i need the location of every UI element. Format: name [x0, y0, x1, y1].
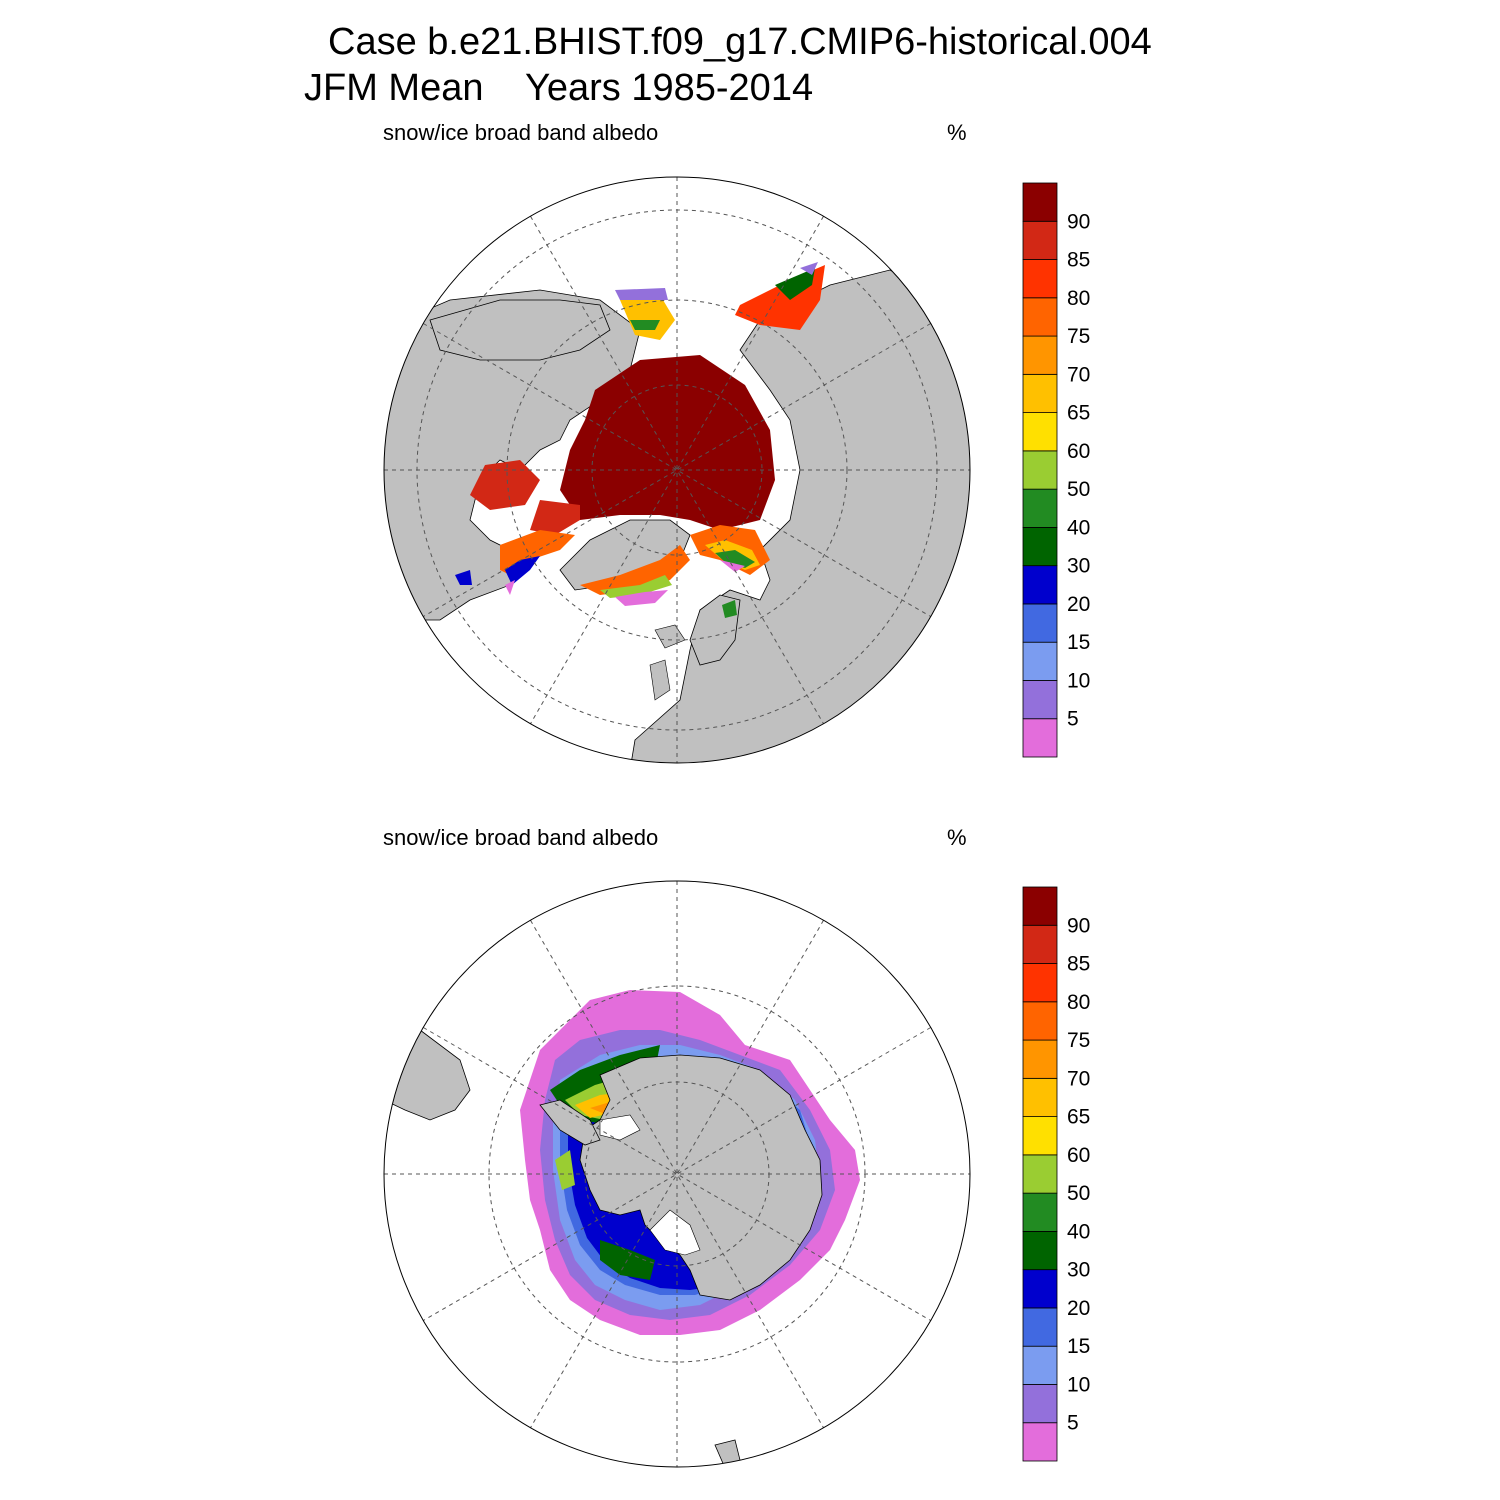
north-land [384, 269, 970, 763]
south-panel-units-label: % [947, 825, 967, 850]
south-colorbar-tick-label: 90 [1067, 914, 1090, 937]
north-colorbar-swatch [1022, 641, 1058, 681]
north-colorbar-tick-label: 85 [1067, 249, 1090, 272]
south-map-border [383, 880, 971, 1468]
south-colorbar-tick-label: 85 [1067, 953, 1090, 976]
north-colorbar-tick-label: 20 [1067, 593, 1090, 616]
north-colorbar-tick-label: 15 [1067, 631, 1090, 654]
south-colorbar-swatch [1022, 1307, 1058, 1347]
north-colorbar-tick-label: 10 [1067, 669, 1090, 692]
south-colorbar-swatch [1022, 1039, 1058, 1079]
ross-ice-shelf [649, 1209, 701, 1256]
north-colorbar-swatch [1022, 412, 1058, 452]
north-colorbar-tick-label: 50 [1067, 478, 1090, 501]
north-colorbar-tick-label: 40 [1067, 516, 1090, 539]
north-colorbar-swatch [1022, 373, 1058, 414]
north-colorbar-tick-label: 5 [1067, 708, 1079, 731]
north-colorbar: 5 10 15 20 30 40 50 60 65 70 75 80 85 90 [1022, 182, 1090, 758]
south-colorbar-tick-label: 10 [1067, 1373, 1090, 1396]
north-panel-variable-label: snow/ice broad band albedo [383, 120, 659, 145]
north-colorbar-swatch [1022, 450, 1058, 490]
antarctica-landmass [579, 1054, 823, 1301]
north-colorbar-swatch [1022, 680, 1058, 720]
north-colorbar-swatch [1022, 335, 1058, 375]
south-colorbar-swatch [1022, 1345, 1058, 1385]
south-colorbar-tick-label: 40 [1067, 1220, 1090, 1243]
north-ice-field [455, 262, 825, 618]
south-colorbar: 5 10 15 20 30 40 50 60 65 70 75 80 85 90 [1022, 886, 1090, 1462]
south-colorbar-tick-label: 80 [1067, 991, 1090, 1014]
south-colorbar-tick-label: 60 [1067, 1144, 1090, 1167]
south-colorbar-swatch [1022, 963, 1058, 1003]
north-colorbar-swatch [1022, 603, 1058, 643]
south-colorbar-tick-label: 75 [1067, 1029, 1090, 1052]
south-colorbar-swatch [1022, 1077, 1058, 1118]
south-colorbar-tick-label: 30 [1067, 1259, 1090, 1282]
north-colorbar-swatch [1022, 297, 1058, 337]
north-map-border [383, 176, 971, 764]
north-colorbar-tick-label: 70 [1067, 363, 1090, 386]
north-colorbar-swatch [1022, 488, 1058, 528]
south-colorbar-swatch [1022, 1192, 1058, 1232]
north-colorbar-swatch [1022, 259, 1058, 299]
south-colorbar-swatch [1022, 1422, 1058, 1462]
south-colorbar-tick-label: 15 [1067, 1335, 1090, 1358]
south-graticule [384, 881, 970, 1467]
south-colorbar-tick-label: 20 [1067, 1297, 1090, 1320]
south-colorbar-swatch [1022, 1116, 1058, 1156]
south-colorbar-tick-label: 5 [1067, 1412, 1079, 1435]
figure-title-period: JFM Mean Years 1985-2014 [304, 67, 814, 109]
north-colorbar-tick-label: 80 [1067, 287, 1090, 310]
south-colorbar-swatch [1022, 1154, 1058, 1194]
south-panel-variable-label: snow/ice broad band albedo [383, 825, 659, 850]
south-colorbar-swatch [1022, 1384, 1058, 1424]
north-panel-units-label: % [947, 120, 967, 145]
north-colorbar-swatch [1022, 527, 1058, 567]
weddell-ice-shelf [599, 1114, 641, 1141]
south-colorbar-swatch [1022, 886, 1058, 926]
north-colorbar-tick-label: 65 [1067, 402, 1090, 425]
north-colorbar-swatch [1022, 718, 1058, 758]
north-graticule [384, 177, 970, 763]
south-colorbar-tick-label: 70 [1067, 1067, 1090, 1090]
north-colorbar-swatch [1022, 565, 1058, 605]
north-colorbar-tick-label: 90 [1067, 210, 1090, 233]
north-colorbar-tick-label: 75 [1067, 325, 1090, 348]
south-colorbar-swatch [1022, 1001, 1058, 1041]
north-colorbar-tick-label: 30 [1067, 555, 1090, 578]
south-colorbar-swatch [1022, 924, 1058, 964]
antarctic-peninsula [539, 1099, 601, 1146]
north-polar-map [383, 176, 971, 764]
south-colorbar-swatch [1022, 1231, 1058, 1271]
south-colorbar-swatch [1022, 1269, 1058, 1309]
north-colorbar-swatch [1022, 182, 1058, 222]
south-polar-map [383, 880, 971, 1468]
north-colorbar-swatch [1022, 220, 1058, 260]
north-colorbar-tick-label: 60 [1067, 440, 1090, 463]
figure-title-case: Case b.e21.BHIST.f09_g17.CMIP6-historica… [328, 21, 1152, 63]
south-colorbar-tick-label: 50 [1067, 1182, 1090, 1205]
south-colorbar-tick-label: 65 [1067, 1106, 1090, 1129]
